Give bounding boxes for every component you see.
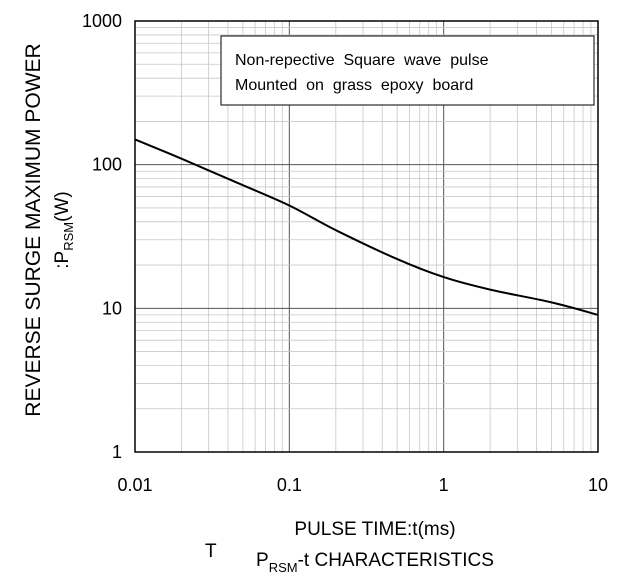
y-axis-label-line2: :PRSM(W) — [52, 191, 76, 268]
chart-title: PRSM-t CHARACTERISTICS — [256, 550, 494, 575]
x-axis-label: PULSE TIME:t(ms) — [294, 519, 455, 540]
x-tick-label: 0.01 — [117, 475, 152, 495]
y-axis-label-subscript: RSM — [61, 222, 76, 251]
plot-frame — [134, 20, 599, 453]
chart-title-tail: -t CHARACTERISTICS — [298, 550, 494, 571]
annotation-line-2: Mounted on grass epoxy board — [235, 77, 473, 94]
chart-title-main: P — [256, 550, 269, 571]
annotation-line-1: Non-repective Square wave pulse — [235, 52, 489, 69]
x-tick-label: 0.1 — [277, 475, 302, 495]
annotation-box: Non-repective Square wave pulse Mounted … — [220, 35, 595, 106]
y-tick-label: 10 — [102, 298, 122, 318]
y-axis-label: REVERSE SURGE MAXIMUM POWER — [22, 43, 45, 416]
y-tick-label: 1000 — [82, 11, 122, 31]
y-axis-label-prefix: :P — [52, 251, 73, 269]
y-tick-label: 1 — [112, 442, 122, 462]
x-tick-label: 10 — [588, 475, 608, 495]
series-curve — [134, 138, 599, 316]
chart-title-subscript: RSM — [269, 560, 298, 575]
y-axis-label-unit: (W) — [52, 191, 73, 222]
y-tick-label: 100 — [92, 155, 122, 175]
x-tick-label: 1 — [439, 475, 449, 495]
x-tick-labels: 0.01 0.1 1 10 — [117, 475, 608, 495]
stray-text: T — [205, 541, 217, 562]
y-tick-labels: 1 10 100 1000 — [82, 11, 122, 462]
